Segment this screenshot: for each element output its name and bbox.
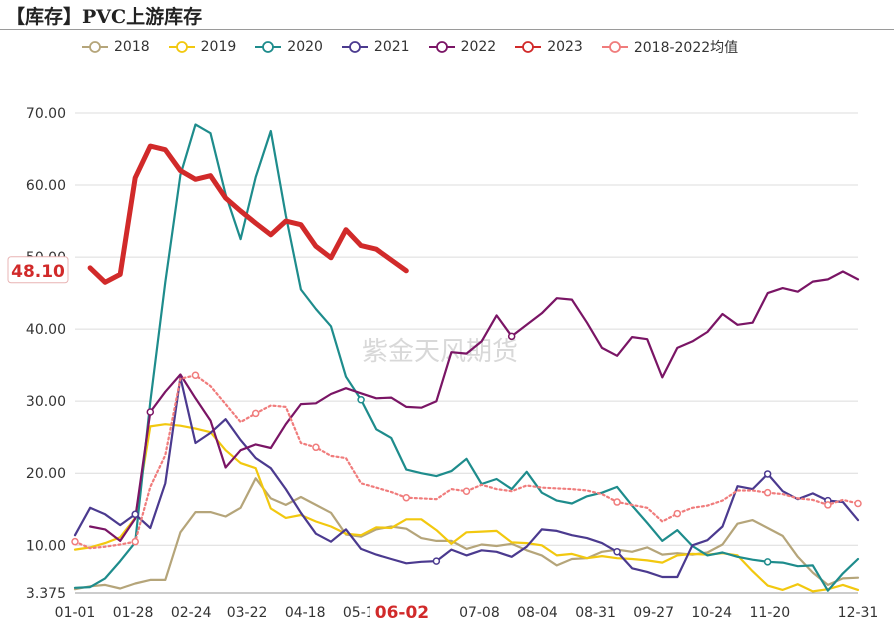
series-line-2018 [73,477,860,591]
x-tick-label: 04-18 [285,605,326,621]
legend-swatch-icon [515,41,542,53]
series-marker-2018-2022均值 [71,537,79,546]
series-marker-2018-2022均值 [191,371,200,379]
series-marker-2018-2022均值 [854,499,862,508]
x-tick-label: 03-22 [227,605,268,621]
series-line-2022 [89,270,860,542]
highlight-x-label: 06-02 [375,603,429,623]
series-marker-2021 [763,470,772,478]
watermark: 紫金天风期货 [362,337,518,367]
x-tick-label: 09-27 [633,605,674,621]
legend-item-2018[interactable]: 2018 [82,39,150,55]
series-marker-2018-2022均值 [402,493,411,502]
legend-swatch-icon [341,41,368,53]
legend-label: 2020 [287,39,323,55]
x-tick-label: 01-01 [55,605,96,621]
legend-swatch-icon [428,41,455,53]
legend-swatch-icon [168,41,195,53]
x-tick-label: 08-04 [517,605,558,621]
series-marker-2022 [146,408,155,416]
legend-label: 2022 [460,39,497,55]
x-tick-label: 01-28 [113,605,154,621]
x-tick-label: 10-24 [691,605,732,621]
series-line-2021 [73,376,860,579]
legend-label: 2021 [373,39,410,55]
series-marker-2018-2022均值 [312,443,320,452]
x-tick-label: 02-24 [171,605,212,621]
series-marker-2018-2022均值 [251,409,260,418]
legend-item-2022[interactable]: 2022 [428,39,497,55]
x-tick-label: 12-31 [838,605,879,621]
x-tick-label: 08-31 [575,605,616,621]
y-tick-label: 20.00 [26,466,66,482]
series-line-2023 [87,143,409,285]
series-marker-2018-2022均值 [613,498,621,506]
series-marker-2020 [357,395,365,404]
series-marker-2018-2022均值 [131,537,139,546]
legend-item-2018-2022均值[interactable]: 2018-2022均值 [601,37,739,57]
legend-label: 2018-2022均值 [633,40,739,56]
series-marker-2018-2022均值 [824,501,832,509]
series-marker-2021 [432,557,441,565]
series-marker-2018-2022均值 [673,509,682,518]
series-marker-2020 [763,558,772,566]
highlight-y-box [7,256,69,284]
highlight-y-label: 48.10 [11,262,65,282]
legend-label: 2019 [200,39,237,55]
series-marker-2018-2022均值 [462,487,471,495]
series-marker-2022 [507,332,516,341]
legend-item-2019[interactable]: 2019 [168,39,237,55]
x-tick-label: 11-20 [749,605,790,621]
y-tick-label: 10.00 [26,538,66,554]
series-marker-2021 [613,548,621,556]
series-line-2019 [73,423,860,593]
legend-label: 2023 [547,39,583,55]
series-line-2020 [73,123,860,592]
legend-swatch-icon [82,41,108,53]
chart-title: 【库存】PVC上游库存 [6,6,203,28]
y-tick-label: 60.00 [26,178,66,194]
series-marker-2018-2022均值 [763,488,772,497]
y-tick-label: 40.00 [26,322,66,338]
series-marker-2021 [131,510,139,519]
highlight-x-bg [369,599,434,625]
legend-swatch-icon [255,41,282,53]
x-tick-label: 07-08 [459,605,500,621]
y-tick-label: 70.00 [26,106,66,122]
y-tick-label: 3.375 [26,586,66,602]
legend-item-2021[interactable]: 2021 [341,39,410,55]
legend: 2018 2019 2020 2021 2022 2023 2018-2022均值 [82,36,757,58]
legend-swatch-icon [601,41,628,53]
y-tick-label: 30.00 [26,394,66,410]
legend-item-2020[interactable]: 2020 [255,39,323,55]
legend-item-2023[interactable]: 2023 [515,39,583,55]
legend-label: 2018 [114,39,150,55]
